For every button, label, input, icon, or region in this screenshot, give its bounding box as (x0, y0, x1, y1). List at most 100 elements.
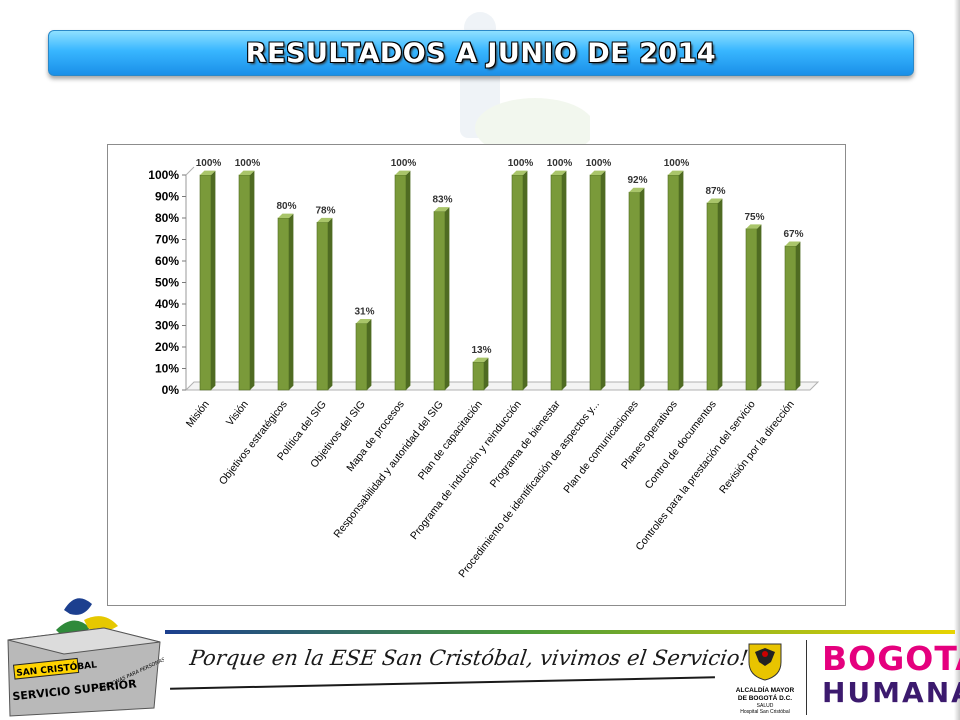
bar-side (601, 170, 606, 390)
bar-side (523, 170, 528, 390)
bar (628, 191, 641, 391)
bar-top (746, 224, 762, 229)
bar-top (785, 241, 801, 246)
san-cristobal-logo: SAN CRISTÓBAL SERVICIO SUPERIOR "PERSONA… (7, 598, 164, 717)
y-tick-label: 70% (155, 233, 179, 247)
x-tick-label: Control de documentos (643, 398, 719, 491)
y-tick-label: 40% (155, 297, 179, 311)
slogan-underline (170, 676, 715, 690)
data-label: 78% (315, 205, 335, 216)
bar (667, 174, 680, 391)
bar-side (367, 318, 372, 390)
bar-side (640, 187, 645, 390)
bar-top (668, 170, 684, 175)
plot-floor (184, 381, 820, 391)
x-tick-label: Procedimiento de identificación de aspec… (456, 398, 602, 580)
slide-edge-shadow (954, 0, 960, 720)
bar (784, 245, 797, 391)
data-label: 100% (235, 158, 261, 169)
bar (433, 211, 446, 391)
bar-top (356, 318, 372, 324)
bar-side (445, 207, 450, 390)
data-label: 100% (508, 158, 534, 169)
data-label: 92% (627, 175, 647, 186)
bar-side (679, 170, 684, 390)
x-tick-label: Programa de bienestar (488, 398, 564, 490)
bar-side (328, 217, 333, 390)
y-tick-label: 10% (155, 362, 179, 376)
title-banner: RESULTADOS A JUNIO DE 2014 (48, 30, 914, 76)
bar (316, 222, 329, 391)
footer-stripe (165, 630, 955, 634)
slogan-text: Porque en la ESE San Cristóbal, vivimos … (188, 646, 767, 670)
alcaldia-line4: Hospital San Cristóbal (740, 709, 790, 715)
bar-top (551, 170, 567, 175)
footer-divider (806, 640, 807, 715)
x-tick-label: Objetivos estratégicos (217, 398, 290, 487)
brand-humana: HUMANA (822, 676, 960, 709)
alcaldia-logo: ALCALDÍA MAYOR DE BOGOTÁ D.C. SALUD Hosp… (720, 640, 810, 720)
y-tick-label: 30% (155, 319, 179, 333)
bar-side (718, 198, 723, 390)
y-tick-label: 20% (155, 340, 179, 354)
bar (277, 217, 290, 391)
alcaldia-line1: ALCALDÍA MAYOR (735, 687, 795, 694)
bar-top (512, 170, 528, 175)
chart-frame: 0% 10% 20% 30% 40% 50% 60% 70% 80% 90% 100% 100% Mis… (107, 144, 846, 606)
bar (706, 202, 719, 391)
bar-top (395, 170, 411, 175)
y-tick-label: 100% (148, 168, 179, 182)
bar-side (796, 241, 801, 390)
data-label: 80% (276, 201, 296, 212)
bar-side (289, 213, 294, 390)
bar (472, 361, 485, 391)
y-tick-label: 0% (162, 383, 180, 397)
bar-top (317, 217, 333, 223)
bar-top (590, 170, 606, 175)
data-label: 100% (391, 158, 417, 169)
bar (199, 174, 212, 391)
bar-top (200, 170, 216, 175)
bar (550, 174, 563, 391)
page-title: RESULTADOS A JUNIO DE 2014 (245, 37, 717, 69)
data-label: 75% (744, 212, 764, 223)
bar-side (562, 170, 567, 390)
bar (238, 174, 251, 391)
bar (511, 174, 524, 391)
bar (745, 228, 758, 391)
data-label: 13% (471, 345, 491, 356)
bar-chart: 0% 10% 20% 30% 40% 50% 60% 70% 80% 90% 100% 100% Mis… (148, 158, 820, 580)
plot-wall-edge (185, 166, 195, 176)
y-tick-label: 60% (155, 254, 179, 268)
bar-top (278, 213, 294, 218)
x-tick-label: Misión (184, 398, 212, 429)
y-tick-label: 80% (155, 211, 179, 225)
data-label: 100% (664, 158, 690, 169)
data-label: 83% (432, 195, 452, 206)
bar-side (250, 170, 255, 390)
bar-top (473, 357, 489, 363)
data-label: 100% (196, 158, 222, 169)
bar (589, 174, 602, 391)
bar-top (434, 207, 450, 212)
alcaldia-line2: DE BOGOTÁ D.C. (737, 695, 793, 702)
data-label: 100% (547, 158, 573, 169)
bar (394, 174, 407, 391)
y-tick-label: 90% (155, 190, 179, 204)
bar-side (757, 224, 762, 390)
bar-side (484, 357, 489, 390)
coat-of-arms-icon (748, 643, 782, 681)
bar-top (239, 170, 255, 175)
x-tick-label: Plan de comunicaciones (561, 398, 641, 495)
alcaldia-line3: SALUD (756, 703, 774, 709)
x-tick-label: Revisión por la dirección (717, 398, 797, 496)
data-label: 100% (586, 158, 612, 169)
bar-side (406, 170, 411, 390)
bar-top (629, 187, 645, 193)
data-label: 67% (783, 229, 803, 240)
bar-side (211, 170, 216, 390)
y-tick-label: 50% (155, 276, 179, 290)
bar-top (707, 198, 723, 203)
data-label: 31% (354, 306, 374, 317)
bar (355, 323, 368, 391)
